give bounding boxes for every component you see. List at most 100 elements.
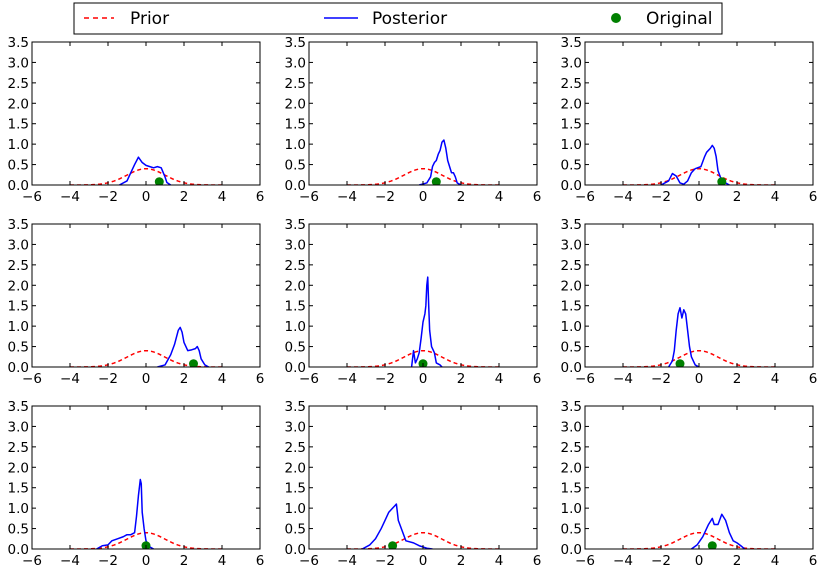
subplot-grid: 0.0 0.5 1.0 1.5 2.0 2.5 3.0 3.5 −6 −4 −2 0 2 4 6 0.0 0.5… <box>8 35 818 569</box>
x-tick-label: −4 <box>337 371 357 387</box>
x-tick-label: 0 <box>142 189 151 205</box>
x-tick-label: 4 <box>495 189 504 205</box>
x-tick-label: 4 <box>771 553 780 569</box>
y-tick-label: 3.5 <box>561 35 582 51</box>
y-tick-label: 1.0 <box>8 501 29 517</box>
original-point <box>431 177 441 185</box>
x-tick-label: −2 <box>375 189 395 205</box>
y-tick-label: 0.5 <box>561 522 582 538</box>
x-tick-label: −2 <box>651 189 671 205</box>
posterior-line <box>119 156 172 185</box>
y-tick-label: 3.5 <box>8 35 29 51</box>
y-tick-label: 0.5 <box>285 158 306 174</box>
plot-area <box>347 503 499 549</box>
prior-line <box>347 349 499 367</box>
subplot-1: 0.0 0.5 1.0 1.5 2.0 2.5 3.0 3.5 −6 −4 −2 0 2 4 6 <box>8 35 265 205</box>
prior-line <box>623 349 775 367</box>
y-tick-label: 1.5 <box>285 117 306 133</box>
y-tick-label: 0.0 <box>285 178 306 194</box>
x-tick-label: 4 <box>771 189 780 205</box>
prior-line <box>70 167 222 185</box>
subplot-8: 0.0 0.5 1.0 1.5 2.0 2.5 3.0 3.5 −6 −4 −2 0 2 4 6 <box>285 399 542 569</box>
x-tick-label: 4 <box>495 553 504 569</box>
x-tick-label: −6 <box>575 189 595 205</box>
y-tick-label: 0.0 <box>8 360 29 376</box>
subplot-4: 0.0 0.5 1.0 1.5 2.0 2.5 3.0 3.5 −6 −4 −2 0 2 4 6 <box>8 217 265 387</box>
original-point <box>707 541 717 549</box>
x-tick-label: −2 <box>651 553 671 569</box>
plot-area <box>347 276 499 367</box>
y-tick-label: 2.5 <box>8 440 29 456</box>
legend-posterior-label: Posterior <box>372 9 447 29</box>
y-tick-label: 2.5 <box>8 258 29 274</box>
original-point <box>717 177 727 185</box>
x-tick-label: 2 <box>457 189 466 205</box>
prior-line <box>347 531 499 549</box>
axes-frame <box>584 223 814 368</box>
y-tick-label: 3.5 <box>561 217 582 233</box>
y-tick-label: 2.0 <box>8 460 29 476</box>
legend-original-label: Original <box>646 9 713 29</box>
plot-area <box>70 156 222 185</box>
x-tick-label: 2 <box>180 371 189 387</box>
y-tick-label: 0.5 <box>561 340 582 356</box>
x-tick-label: −2 <box>375 553 395 569</box>
x-tick-label: −4 <box>60 553 80 569</box>
x-tick-label: 4 <box>771 371 780 387</box>
y-tick-label: 2.5 <box>561 440 582 456</box>
x-tick-label: −4 <box>60 371 80 387</box>
x-tick-label: −6 <box>22 553 42 569</box>
x-tick-label: −4 <box>60 189 80 205</box>
y-tick-label: 3.0 <box>285 55 306 71</box>
subplot-2: 0.0 0.5 1.0 1.5 2.0 2.5 3.0 3.5 −6 −4 −2 0 2 4 6 <box>285 35 542 205</box>
y-tick-label: 1.0 <box>285 137 306 153</box>
x-tick-label: 0 <box>419 553 428 569</box>
original-point <box>675 359 685 367</box>
prior-line <box>623 167 775 185</box>
y-tick-label: 1.5 <box>285 481 306 497</box>
y-tick-label: 2.0 <box>561 278 582 294</box>
y-tick-label: 2.0 <box>285 460 306 476</box>
plot-area <box>70 326 222 367</box>
x-tick-label: −6 <box>299 553 319 569</box>
x-tick-label: −6 <box>575 553 595 569</box>
subplot-5: 0.0 0.5 1.0 1.5 2.0 2.5 3.0 3.5 −6 −4 −2 0 2 4 6 <box>285 217 542 387</box>
x-tick-label: 2 <box>180 189 189 205</box>
y-tick-label: 1.0 <box>285 501 306 517</box>
y-tick-label: 0.5 <box>285 522 306 538</box>
x-tick-label: −2 <box>375 371 395 387</box>
x-tick-label: −2 <box>98 189 118 205</box>
y-tick-label: 0.0 <box>285 542 306 558</box>
legend-original-marker <box>611 13 621 23</box>
y-tick-label: 2.5 <box>285 258 306 274</box>
x-tick-label: 6 <box>809 189 818 205</box>
subplot-7: 0.0 0.5 1.0 1.5 2.0 2.5 3.0 3.5 −6 −4 −2 0 2 4 6 <box>8 399 265 569</box>
subplot-6: 0.0 0.5 1.0 1.5 2.0 2.5 3.0 3.5 −6 −4 −2 0 2 4 6 <box>561 217 818 387</box>
y-tick-label: 0.5 <box>561 158 582 174</box>
x-tick-label: −4 <box>337 189 357 205</box>
y-tick-label: 3.5 <box>285 35 306 51</box>
x-tick-label: 6 <box>533 189 542 205</box>
y-tick-label: 1.0 <box>285 319 306 335</box>
x-tick-label: −6 <box>575 371 595 387</box>
y-tick-label: 3.5 <box>285 217 306 233</box>
x-tick-label: 6 <box>809 371 818 387</box>
axes-frame <box>31 223 261 368</box>
x-tick-label: 4 <box>218 553 227 569</box>
y-tick-label: 2.5 <box>285 76 306 92</box>
y-tick-label: 2.5 <box>561 258 582 274</box>
y-tick-label: 2.5 <box>285 440 306 456</box>
x-tick-label: −6 <box>299 371 319 387</box>
y-tick-label: 1.5 <box>561 481 582 497</box>
y-tick-label: 1.5 <box>561 117 582 133</box>
y-tick-label: 0.0 <box>285 360 306 376</box>
y-tick-label: 2.0 <box>285 96 306 112</box>
y-tick-label: 0.0 <box>8 178 29 194</box>
y-tick-label: 3.5 <box>8 399 29 415</box>
y-tick-label: 3.0 <box>8 419 29 435</box>
posterior-line <box>361 503 433 549</box>
x-tick-label: 2 <box>457 553 466 569</box>
posterior-line <box>96 478 154 549</box>
x-tick-label: 2 <box>180 553 189 569</box>
